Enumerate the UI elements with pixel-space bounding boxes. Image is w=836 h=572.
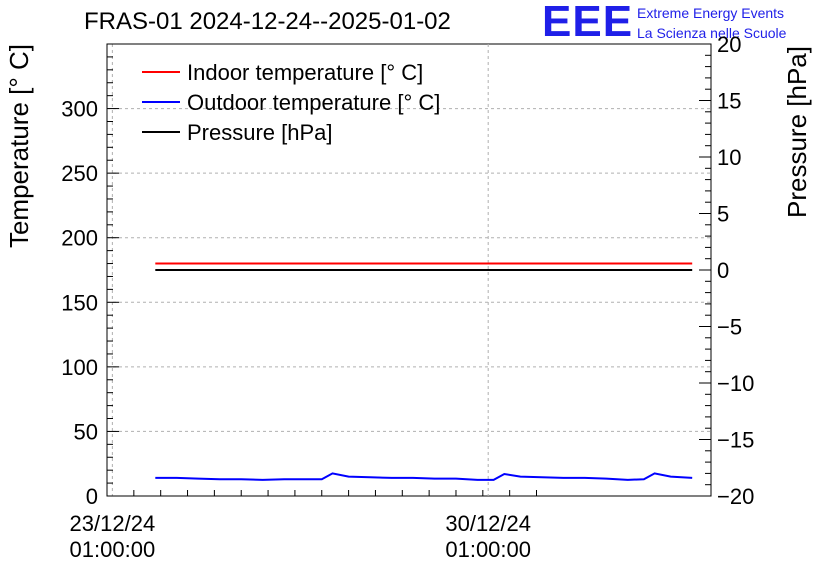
x-tick-label-date: 30/12/24 bbox=[445, 511, 531, 536]
x-tick-label-time: 01:00:00 bbox=[445, 537, 531, 562]
y-right-tick-label: −15 bbox=[717, 428, 754, 453]
y-right-axis-label: Pressure [hPa] bbox=[782, 46, 812, 218]
y-tick-label: 300 bbox=[61, 97, 98, 122]
y-tick-label: 100 bbox=[61, 355, 98, 380]
y-right-tick-label: 5 bbox=[717, 202, 729, 227]
y-right-tick-label: 0 bbox=[717, 258, 729, 283]
y-right-tick-label: −5 bbox=[717, 315, 742, 340]
series-line-1 bbox=[155, 472, 693, 481]
legend-label-0: Indoor temperature [° C] bbox=[187, 60, 423, 85]
y-right-tick-label: −20 bbox=[717, 484, 754, 509]
legend-label-1: Outdoor temperature [° C] bbox=[187, 90, 440, 115]
y-tick-label: 200 bbox=[61, 226, 98, 251]
y-tick-label: 150 bbox=[61, 290, 98, 315]
chart-title: FRAS-01 2024-12-24--2025-01-02 bbox=[84, 8, 451, 35]
y-right-tick-label: −10 bbox=[717, 371, 754, 396]
x-tick-label-date: 23/12/24 bbox=[70, 511, 156, 536]
x-tick-label-time: 01:00:00 bbox=[70, 537, 156, 562]
eee-logo: EEE bbox=[542, 0, 634, 46]
logo-line-2: La Scienza nelle Scuole bbox=[637, 25, 787, 41]
y-right-tick-label: 10 bbox=[717, 145, 741, 170]
y-tick-label: 250 bbox=[61, 161, 98, 186]
y-tick-label: 50 bbox=[74, 419, 98, 444]
y-tick-label: 0 bbox=[86, 484, 98, 509]
legend-label-2: Pressure [hPa] bbox=[187, 120, 333, 145]
y-right-tick-label: 20 bbox=[717, 32, 741, 57]
y-right-tick-label: 15 bbox=[717, 89, 741, 114]
logo-line-1: Extreme Energy Events bbox=[637, 5, 785, 21]
y-axis-label: Temperature [° C] bbox=[4, 44, 34, 248]
